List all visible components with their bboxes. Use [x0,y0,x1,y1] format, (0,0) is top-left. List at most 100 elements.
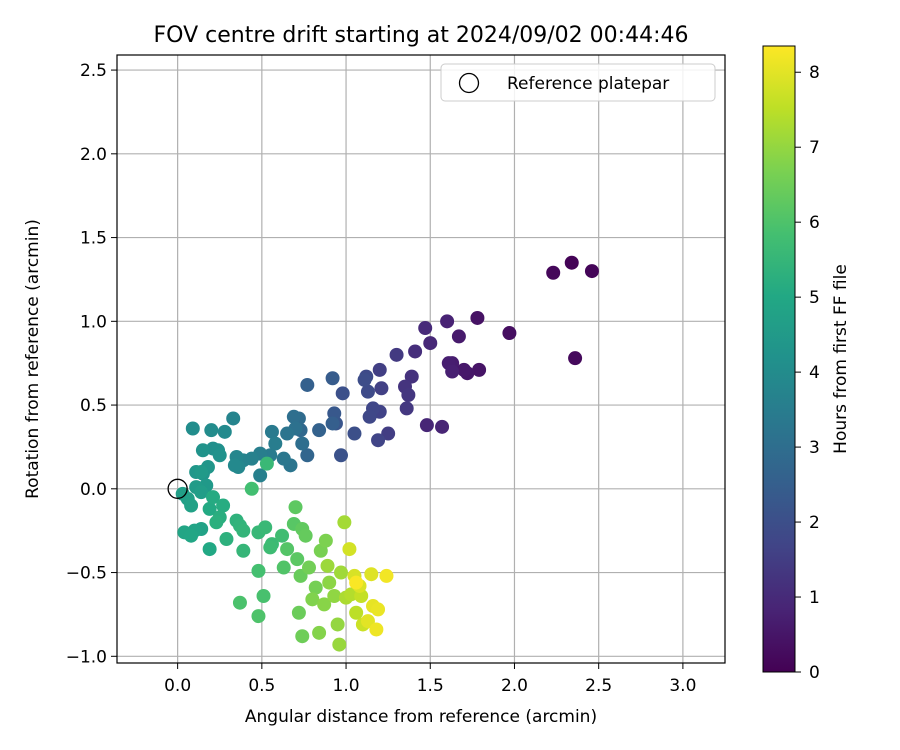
scatter-point [251,563,266,578]
x-tick-label: 2.5 [585,676,612,696]
legend-entry-reference: Reference platepar [507,74,669,94]
scatter-point [280,426,295,441]
scatter-point [276,560,291,575]
reference-marker [167,478,188,499]
scatter-point [204,423,219,438]
scatter-point [379,568,394,583]
scatter-point [244,481,259,496]
chart-title: FOV centre drift starting at 2024/09/02 … [154,23,689,48]
scatter-point [401,388,416,403]
scatter-point [206,490,220,505]
scatter-point [209,515,224,530]
plot-frame [116,54,726,664]
scatter-point [568,351,583,366]
scatter-point [451,329,466,344]
scatter-point [347,426,362,441]
scatter-point [440,314,455,329]
scatter-point [362,409,377,424]
reference-platepar-marker [167,478,188,499]
x-tick-label: 1.5 [417,676,444,696]
scatter-point [419,418,434,433]
y-tick-label: 2.0 [80,145,107,165]
colorbar-label: Hours from first FF file [831,264,851,454]
scatter-point [290,552,305,567]
colorbar [762,45,796,673]
scatter-point [372,362,387,377]
legend-box [440,63,716,102]
y-axis-label: Rotation from reference (arcmin) [23,219,43,499]
scatter-point [202,542,217,557]
scatter-point [502,326,517,341]
scatter-point [298,528,313,543]
data-points [175,255,599,652]
x-axis-ticks: 0.0 0.5 1.0 1.5 2.0 2.5 3.0 [164,663,696,696]
scatter-point [337,515,352,530]
y-tick-label: 2.5 [80,61,107,81]
x-tick-label: 0.0 [164,676,191,696]
colorbar-tick-label: 8 [809,63,820,83]
scatter-point [300,377,315,392]
scatter-point [445,364,460,379]
scatter-point [185,421,200,436]
y-tick-label: 1.0 [80,312,107,332]
scatter-point [256,589,271,604]
scatter-point [275,528,290,543]
grid-lines [117,55,725,663]
scatter-point [357,372,372,387]
scatter-point [219,532,234,547]
scatter-point [404,369,419,384]
scatter-point [335,386,350,401]
legend-marker-icon [458,72,480,94]
colorbar-tick-label: 3 [809,438,820,458]
colorbar-tick-label: 4 [809,363,820,383]
scatter-point [371,602,386,617]
y-tick-label: 0.0 [80,480,107,500]
colorbar-tick-label: 7 [809,138,820,158]
scatter-point [408,344,423,359]
scatter-point [194,485,209,500]
scatter-point [184,528,199,543]
x-tick-label: 3.0 [669,676,696,696]
scatter-point [236,543,251,558]
scatter-point [312,625,327,640]
scatter-point [332,637,347,652]
scatter-point [302,560,316,575]
scatter-point [342,542,357,557]
scatter-point [232,595,247,610]
colorbar-tick-label: 6 [809,213,820,233]
scatter-point [364,567,379,582]
scatter-point [334,565,348,580]
scatter-point [389,347,404,362]
x-tick-label: 0.5 [248,676,275,696]
y-tick-label: −1.0 [66,647,107,667]
scatter-point [334,448,348,463]
scatter-point [369,622,384,637]
scatter-point [418,321,433,336]
y-tick-label: 1.5 [80,229,107,249]
scatter-point [317,597,332,612]
colorbar-tick-label: 2 [809,513,820,533]
x-axis-label: Angular distance from reference (arcmin) [245,707,597,727]
scatter-point [374,381,389,396]
scatter-point [564,255,579,270]
scatter-point [330,617,345,632]
scatter-point [286,409,301,424]
scatter-point [371,433,386,448]
scatter-point [300,448,315,463]
scatter-point [584,264,599,279]
scatter-point [381,426,396,441]
scatter-point [318,533,333,548]
scatter-point [263,540,278,555]
scatter-point [268,436,283,451]
scatter-point [288,500,303,515]
scatter-point [308,580,323,595]
y-axis-ticks: −1.0 −0.5 0.0 0.5 1.0 1.5 2.0 2.5 [66,61,117,667]
scatter-point [184,498,199,513]
scatter-point [236,523,251,538]
scatter-point [312,423,327,438]
scatter-point [472,362,487,377]
scatter-point [470,310,485,325]
scatter-point [280,542,295,557]
colorbar-tick-label: 1 [809,588,820,608]
